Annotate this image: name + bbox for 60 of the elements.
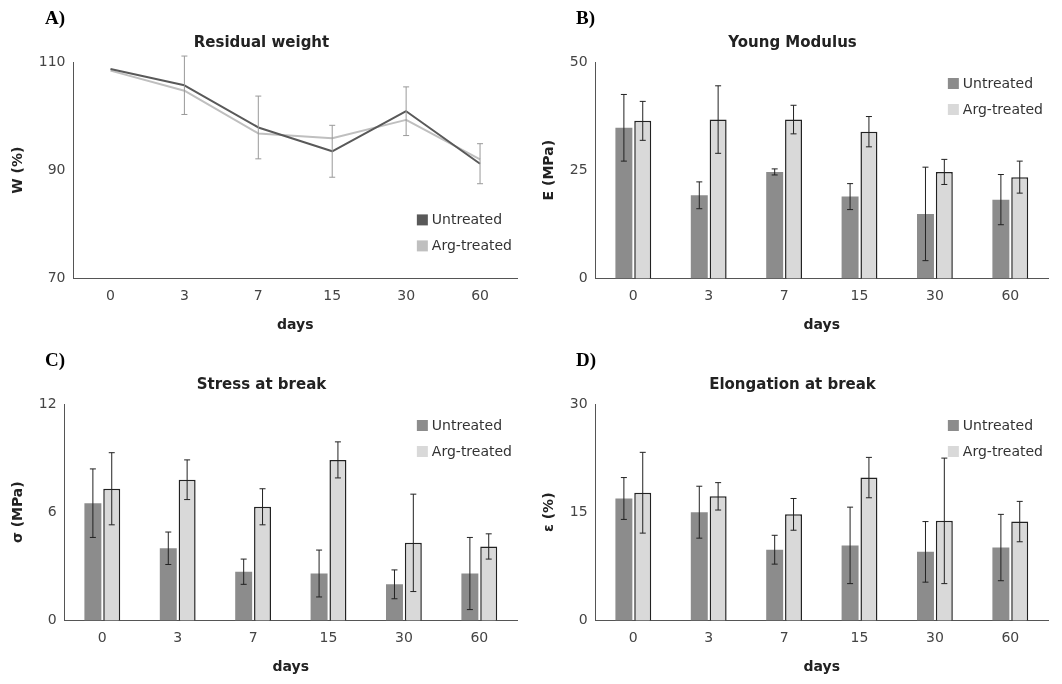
y-tick-label: 0 — [47, 611, 57, 628]
chart-title: Residual weight — [193, 32, 330, 51]
x-tick-label: 30 — [925, 629, 944, 646]
y-tick-label: 110 — [38, 52, 66, 69]
y-tick-label: 25 — [569, 160, 588, 177]
y-axis-title: W (%) — [9, 146, 26, 194]
x-tick-label: 0 — [628, 629, 638, 646]
x-tick-label: 60 — [471, 287, 489, 304]
y-axis-title: E (MPa) — [540, 139, 557, 201]
text: C) — [45, 349, 66, 372]
legend-label: Untreated — [962, 74, 1034, 91]
y-axis-title: σ (MPa) — [9, 481, 26, 544]
x-axis-title: days — [803, 658, 841, 675]
chart-title: Stress at break — [196, 374, 328, 393]
x-tick-label: 7 — [248, 629, 258, 646]
chart-title: Young Modulus — [727, 32, 857, 51]
text: A) — [45, 7, 66, 30]
legend-label: Arg-treated — [962, 100, 1044, 117]
x-tick-label: 3 — [173, 629, 183, 646]
y-tick-label: 15 — [569, 502, 588, 519]
text: D) — [576, 349, 597, 372]
x-axis-title: days — [277, 316, 314, 333]
x-tick-label: 0 — [106, 287, 115, 304]
x-tick-label: 15 — [319, 629, 338, 646]
x-tick-label: 0 — [628, 287, 638, 304]
x-tick-label: 15 — [850, 629, 869, 646]
x-tick-label: 60 — [470, 629, 489, 646]
chart-title: Elongation at break — [709, 374, 877, 393]
text: B) — [576, 7, 595, 30]
x-tick-label: 15 — [323, 287, 342, 304]
x-tick-label: 3 — [704, 287, 714, 304]
legend-label: Untreated — [431, 211, 503, 228]
x-tick-label: 30 — [397, 287, 416, 304]
legend-label: Arg-treated — [431, 442, 513, 459]
y-tick-label: 30 — [569, 394, 588, 411]
y-tick-label: 0 — [578, 269, 588, 286]
y-tick-label: 50 — [569, 52, 588, 69]
y-tick-label: 90 — [47, 160, 66, 177]
legend-label: Arg-treated — [431, 237, 513, 254]
y-tick-label: 0 — [578, 611, 588, 628]
legend-label: Untreated — [431, 416, 503, 433]
y-axis-title: ε (%) — [540, 492, 557, 532]
x-tick-label: 3 — [704, 629, 714, 646]
x-tick-label: 3 — [179, 287, 189, 304]
x-tick-label: 7 — [253, 287, 263, 304]
x-tick-label: 60 — [1001, 629, 1020, 646]
y-tick-label: 6 — [47, 502, 57, 519]
legend-label: Untreated — [962, 416, 1034, 433]
y-tick-label: 70 — [47, 269, 66, 286]
x-tick-label: 30 — [394, 629, 413, 646]
y-tick-label: 12 — [38, 394, 57, 411]
x-tick-label: 0 — [97, 629, 107, 646]
x-tick-label: 7 — [779, 287, 789, 304]
legend-label: Arg-treated — [962, 442, 1044, 459]
x-axis-title: days — [803, 316, 841, 333]
x-tick-label: 30 — [925, 287, 944, 304]
x-tick-label: 15 — [850, 287, 869, 304]
x-tick-label: 60 — [1001, 287, 1020, 304]
x-axis-title: days — [272, 658, 310, 675]
x-tick-label: 7 — [779, 629, 789, 646]
